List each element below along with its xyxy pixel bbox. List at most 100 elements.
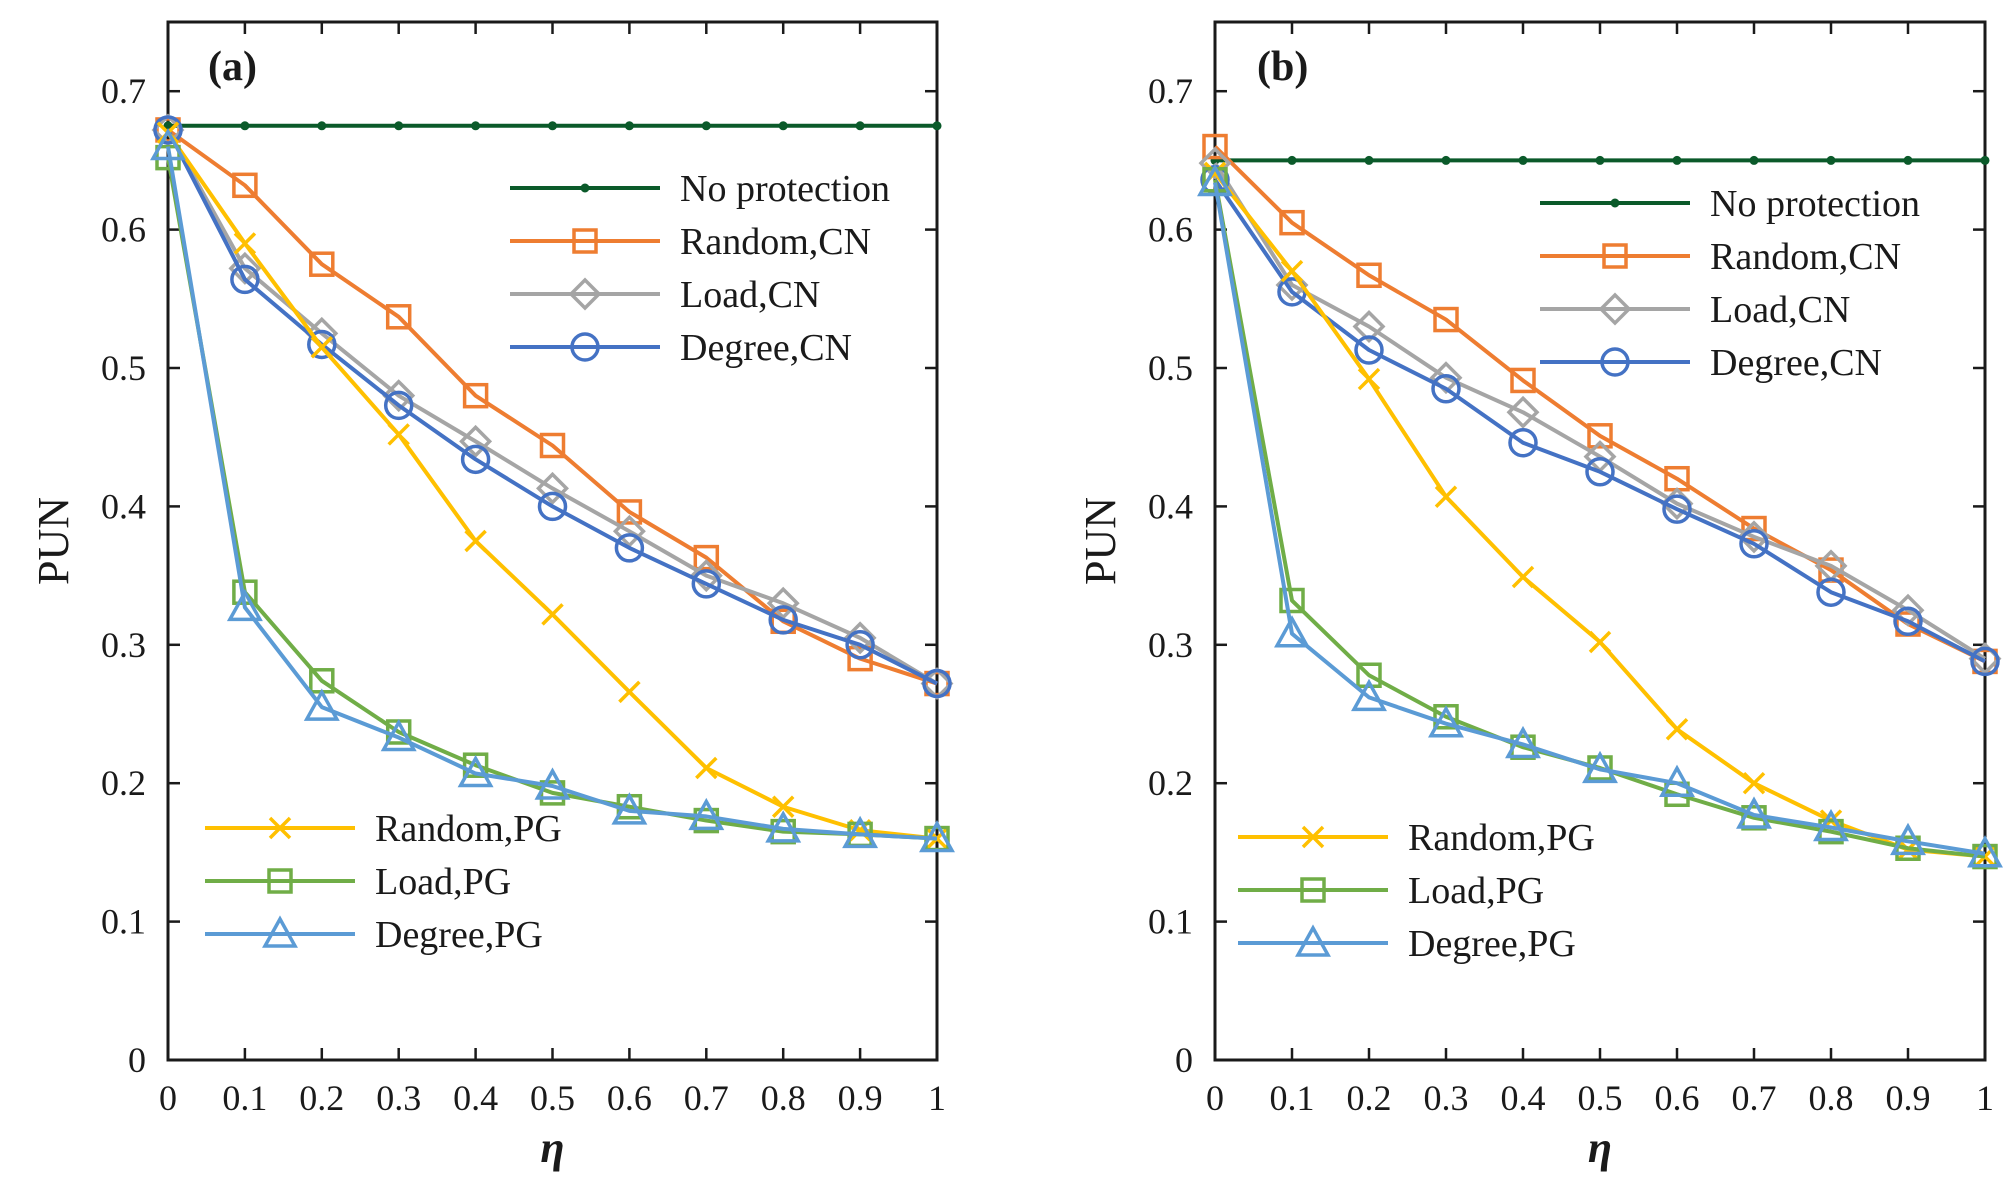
y-tick-label: 0.3 bbox=[1148, 625, 1193, 665]
legend-entry: Degree,CN bbox=[1540, 342, 1882, 384]
data-point bbox=[924, 670, 950, 697]
legend-marker bbox=[1295, 924, 1331, 957]
x-tick-label: 0.7 bbox=[684, 1078, 729, 1118]
legend-marker bbox=[572, 228, 598, 254]
legend-entry: Degree,PG bbox=[205, 914, 543, 956]
data-point bbox=[1352, 310, 1386, 343]
legend-bottom-left: Random,PG Load,PG Degree,PG bbox=[205, 808, 562, 956]
legend-label: No protection bbox=[680, 168, 890, 210]
data-point bbox=[1202, 133, 1228, 160]
data-point bbox=[383, 390, 414, 421]
series-no-protection bbox=[163, 121, 942, 131]
x-axis-label: η bbox=[540, 1123, 564, 1172]
legend-entry: Load,PG bbox=[1238, 870, 1544, 912]
data-point bbox=[464, 529, 487, 553]
legend-label: Load,CN bbox=[680, 274, 820, 316]
data-point bbox=[1354, 335, 1384, 365]
legend-marker bbox=[568, 277, 602, 311]
plot-area bbox=[1213, 20, 1987, 1062]
data-point bbox=[1433, 306, 1459, 333]
chart-panel-b: 0 0.1 0.2 0.3 0.4 0.5 0.6 0.7 0.8 0.9 1 0 0.1 0.2 0.3 0… bbox=[1076, 20, 2003, 1172]
legend-marker bbox=[1300, 877, 1326, 903]
data-point bbox=[460, 444, 491, 475]
y-tick-label: 0 bbox=[1175, 1040, 1193, 1080]
legend-entry: Load,PG bbox=[205, 861, 511, 903]
data-point bbox=[1741, 515, 1767, 542]
y-tick-label: 0.1 bbox=[1148, 902, 1193, 942]
legend-marker bbox=[268, 816, 292, 840]
chart-panel-a: 0 0.1 0.2 0.3 0.4 0.5 0.6 0.7 0.8 0.9 1 0 0.1 0.2 0.3 0… bbox=[29, 20, 955, 1172]
data-point bbox=[240, 121, 250, 131]
data-point bbox=[1518, 155, 1528, 165]
data-point bbox=[1510, 367, 1536, 394]
data-point bbox=[1197, 163, 1233, 197]
x-tick-label: 0.4 bbox=[1501, 1078, 1546, 1118]
data-point bbox=[1813, 808, 1849, 842]
x-tick-label: 0.5 bbox=[1578, 1078, 1623, 1118]
data-point bbox=[1429, 361, 1463, 395]
legend-label: Load,PG bbox=[1408, 870, 1544, 912]
y-tick-label: 0.5 bbox=[101, 348, 146, 388]
x-tick-label: 0.9 bbox=[838, 1078, 883, 1118]
x-tick-label: 0.7 bbox=[1732, 1078, 1777, 1118]
series-degree-cn bbox=[1200, 165, 2000, 677]
legend-bottom-left: Random,PG Load,PG Degree,PG bbox=[1238, 817, 1595, 965]
x-tick-label: 1 bbox=[928, 1078, 946, 1118]
data-point bbox=[1893, 606, 1923, 637]
legend-label: Degree,CN bbox=[680, 327, 852, 369]
legend-label: No protection bbox=[1710, 183, 1920, 225]
data-point bbox=[693, 544, 720, 571]
series-degree-cn bbox=[153, 115, 952, 699]
data-point bbox=[695, 756, 718, 780]
data-point bbox=[387, 423, 410, 446]
y-tick-label: 0 bbox=[128, 1040, 146, 1080]
legend-marker bbox=[1598, 292, 1632, 326]
data-point bbox=[842, 815, 879, 849]
legend-label: Random,PG bbox=[375, 808, 562, 850]
legend-entry: Random,PG bbox=[1238, 817, 1595, 859]
data-point bbox=[847, 645, 873, 672]
data-point bbox=[689, 559, 723, 593]
data-point bbox=[459, 424, 493, 458]
legend-marker bbox=[570, 332, 600, 362]
data-point bbox=[1970, 646, 2000, 677]
x-tick-label: 0.9 bbox=[1886, 1078, 1931, 1118]
data-point bbox=[614, 533, 645, 563]
legend-marker bbox=[267, 868, 293, 894]
data-point bbox=[616, 499, 643, 525]
x-tick-label: 0.5 bbox=[530, 1078, 575, 1118]
data-point bbox=[1739, 529, 1769, 559]
series-line bbox=[1213, 145, 1986, 664]
panel-label: (b) bbox=[1257, 44, 1308, 90]
data-point bbox=[1279, 209, 1305, 236]
data-point bbox=[1511, 565, 1535, 589]
data-point bbox=[1967, 835, 2003, 868]
data-point bbox=[932, 121, 942, 131]
data-point bbox=[1903, 155, 1913, 165]
data-point bbox=[701, 121, 711, 131]
data-point bbox=[843, 621, 877, 655]
legend-label: Degree,PG bbox=[375, 914, 543, 956]
series-line bbox=[166, 128, 938, 686]
x-tick-label: 0.3 bbox=[376, 1078, 421, 1118]
data-point bbox=[534, 767, 571, 800]
data-point bbox=[233, 232, 257, 255]
data-point bbox=[922, 668, 952, 699]
legend-marker bbox=[1301, 825, 1325, 849]
legend-entry: Random,CN bbox=[510, 221, 871, 263]
y-tick-label: 0.5 bbox=[1148, 348, 1193, 388]
data-point bbox=[385, 304, 412, 330]
data-point bbox=[778, 121, 788, 131]
y-axis-label: PUN bbox=[1076, 497, 1125, 585]
data-point bbox=[462, 752, 489, 778]
x-tick-label: 0.2 bbox=[1347, 1078, 1392, 1118]
legend-entry: Random,CN bbox=[1540, 236, 1901, 278]
x-tick-label: 0.6 bbox=[1655, 1078, 1700, 1118]
data-point bbox=[1274, 615, 1310, 648]
data-point bbox=[471, 121, 481, 131]
x-tick-label: 0.8 bbox=[761, 1078, 806, 1118]
data-point bbox=[766, 586, 800, 620]
data-point bbox=[539, 432, 566, 459]
legend-label: Random,PG bbox=[1408, 817, 1595, 859]
